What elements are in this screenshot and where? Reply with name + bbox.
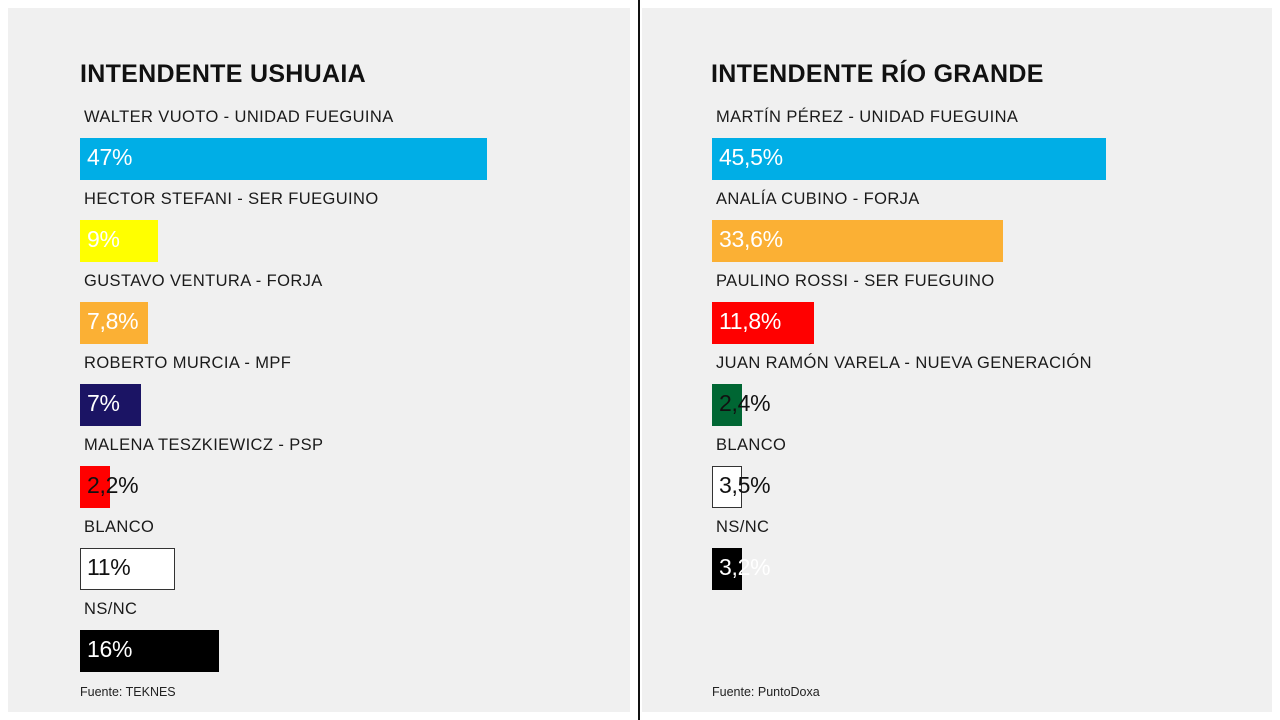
- bar: [712, 302, 815, 344]
- bar: [712, 138, 1107, 180]
- value-label: 3,2%: [719, 554, 771, 580]
- category-label: BLANCO: [716, 436, 787, 454]
- category-label: WALTER VUOTO - UNIDAD FUEGUINA: [84, 108, 394, 126]
- category-label: HECTOR STEFANI - SER FUEGUINO: [84, 190, 379, 208]
- panel-divider: [638, 0, 640, 720]
- category-label: PAULINO ROSSI - SER FUEGUINO: [716, 272, 995, 290]
- value-label: 47%: [87, 144, 133, 170]
- bar: [80, 630, 219, 672]
- value-label: 2,2%: [87, 472, 139, 498]
- value-label: 7,8%: [87, 308, 139, 334]
- source-note: Fuente: TEKNES: [80, 685, 176, 699]
- chart-title: INTENDENTE USHUAIA: [80, 60, 366, 88]
- chart-title: INTENDENTE RÍO GRANDE: [711, 60, 1044, 88]
- category-label: JUAN RAMÓN VARELA - NUEVA GENERACIÓN: [716, 354, 1092, 372]
- chart-panel-rio-grande: INTENDENTE RÍO GRANDE MARTÍN PÉREZ - UNI…: [642, 8, 1272, 712]
- value-label: 2,4%: [719, 390, 771, 416]
- value-label: 45,5%: [719, 144, 783, 170]
- bar: [80, 384, 141, 426]
- bar: [80, 548, 176, 590]
- category-label: ANALÍA CUBINO - FORJA: [716, 190, 920, 208]
- value-label: 33,6%: [719, 226, 783, 252]
- category-label: MALENA TESZKIEWICZ - PSP: [84, 436, 324, 454]
- value-label: 11%: [87, 554, 131, 580]
- category-label: NS/NC: [716, 518, 770, 536]
- category-label: MARTÍN PÉREZ - UNIDAD FUEGUINA: [716, 108, 1019, 126]
- category-label: NS/NC: [84, 600, 138, 618]
- chart-panel-ushuaia: INTENDENTE USHUAIA WALTER VUOTO - UNIDAD…: [8, 8, 630, 712]
- bar: [80, 138, 488, 180]
- category-label: GUSTAVO VENTURA - FORJA: [84, 272, 323, 290]
- value-label: 16%: [87, 636, 133, 662]
- value-label: 7%: [87, 390, 120, 416]
- bar: [712, 220, 1003, 262]
- category-label: BLANCO: [84, 518, 155, 536]
- source-note: Fuente: PuntoDoxa: [712, 685, 820, 699]
- bar: [712, 384, 742, 426]
- bar: [80, 466, 110, 508]
- value-label: 9%: [87, 226, 120, 252]
- value-label: 11,8%: [719, 308, 782, 334]
- category-label: ROBERTO MURCIA - MPF: [84, 354, 292, 372]
- bar: [712, 466, 743, 508]
- value-label: 3,5%: [719, 472, 771, 498]
- bar: [80, 220, 158, 262]
- bar: [80, 302, 148, 344]
- bar: [712, 548, 742, 590]
